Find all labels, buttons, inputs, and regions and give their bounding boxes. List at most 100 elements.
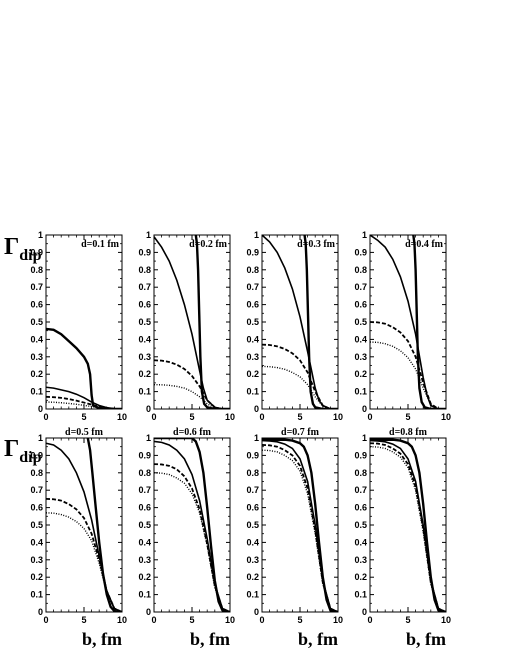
- y-tick-label: 0.1: [138, 590, 151, 600]
- series-line-solid: [154, 236, 230, 409]
- series-line-thick-solid: [154, 438, 230, 612]
- x-tick-label: 10: [117, 615, 127, 625]
- series-line-solid: [262, 235, 338, 409]
- y-tick-label: 1: [362, 230, 367, 240]
- y-tick-label: 0.9: [246, 450, 259, 460]
- plot-frame: [153, 437, 231, 613]
- x-tick-label: 10: [117, 412, 127, 422]
- y-tick-label: 0.5: [354, 520, 367, 530]
- y-tick-label: 0.6: [30, 503, 43, 513]
- series-line-dotted: [46, 401, 122, 409]
- panel-title: d=0.5 fm: [65, 427, 104, 438]
- y-tick-label: 0.3: [30, 555, 43, 565]
- plot-frame: [369, 234, 447, 410]
- y-tick-label: 0.8: [246, 468, 259, 478]
- y-tick-label: 0.5: [30, 317, 43, 327]
- plot-frame: [261, 437, 339, 613]
- y-tick-label: 0.8: [30, 265, 43, 275]
- y-tick-label: 0.7: [354, 282, 367, 292]
- y-tick-label: 0.8: [246, 265, 259, 275]
- series-line-dashed: [262, 444, 338, 612]
- plot-frame: [45, 437, 123, 613]
- y-tick-label: 0.7: [246, 485, 259, 495]
- series-line-dashed: [154, 359, 230, 409]
- series-line-dotted: [262, 365, 338, 409]
- x-tick-label: 5: [81, 615, 86, 625]
- y-tick-label: 0.8: [354, 265, 367, 275]
- y-tick-label: 0.4: [30, 334, 43, 344]
- y-tick-label: 0.7: [30, 485, 43, 495]
- y-tick-label: 0.1: [354, 590, 367, 600]
- y-tick-label: 0.7: [138, 485, 151, 495]
- x-tick-label: 10: [441, 615, 451, 625]
- panel-title: d=0.8 fm: [389, 427, 428, 438]
- y-tick-label: 0.6: [138, 503, 151, 513]
- y-tick-label: 0.3: [138, 555, 151, 565]
- y-tick-label: 0.5: [246, 520, 259, 530]
- y-tick-label: 0.4: [30, 537, 43, 547]
- x-tick-label: 10: [333, 412, 343, 422]
- x-axis-label-col3: b, fm: [298, 629, 338, 649]
- x-axis-label-col4: b, fm: [406, 629, 446, 649]
- chart-panel-1: 00.10.20.30.40.50.60.70.80.910 5 10d=0.1 f…: [30, 230, 127, 422]
- y-tick-label: 0: [254, 404, 259, 414]
- y-axis-label-row2: Γdip: [4, 436, 42, 466]
- y-tick-label: 0.1: [138, 387, 151, 397]
- x-tick-label: 5: [405, 412, 410, 422]
- series-line-dotted: [154, 383, 230, 409]
- y-tick-label: 0: [38, 404, 43, 414]
- y-tick-label: 0.8: [30, 468, 43, 478]
- series-line-thick-solid: [46, 327, 122, 409]
- y-tick-label: 0.1: [246, 387, 259, 397]
- y-tick-label: 0.9: [138, 450, 151, 460]
- y-tick-label: 0.2: [30, 572, 43, 582]
- x-tick-label: 0: [259, 615, 264, 625]
- x-tick-label: 5: [189, 412, 194, 422]
- panel-title: d=0.3 fm: [297, 239, 336, 250]
- chart-panel-8: 00.10.20.30.40.50.60.70.80.910 5 10d=0.8 f…: [354, 427, 451, 625]
- x-tick-label: 5: [405, 615, 410, 625]
- y-tick-label: 0: [254, 607, 259, 617]
- y-axis-label-row1: Γdip: [4, 234, 42, 264]
- y-tick-label: 0.8: [138, 265, 151, 275]
- y-tick-label: 0.3: [138, 352, 151, 362]
- panel-title: d=0.6 fm: [173, 427, 212, 438]
- y-tick-label: 1: [38, 433, 43, 443]
- y-tick-label: 0.7: [246, 282, 259, 292]
- y-tick-label: 0.2: [354, 572, 367, 582]
- y-tick-label: 0.6: [246, 300, 259, 310]
- panel-title: d=0.2 fm: [189, 239, 228, 250]
- panel-title: d=0.1 fm: [81, 239, 120, 250]
- y-tick-label: 0.5: [354, 317, 367, 327]
- series-line-dashed: [370, 442, 446, 612]
- y-tick-label: 0.7: [354, 485, 367, 495]
- x-tick-label: 10: [441, 412, 451, 422]
- y-tick-label: 0.3: [246, 555, 259, 565]
- y-tick-label: 0.6: [246, 503, 259, 513]
- y-tick-label: 0.1: [30, 590, 43, 600]
- y-tick-label: 0.1: [354, 387, 367, 397]
- y-tick-label: 0.4: [138, 334, 151, 344]
- y-tick-label: 0.1: [246, 590, 259, 600]
- series-line-thick-solid: [370, 438, 446, 612]
- y-tick-label: 0.9: [30, 247, 43, 257]
- plot-frame: [261, 234, 339, 410]
- y-tick-label: 0: [362, 404, 367, 414]
- y-tick-label: 1: [362, 433, 367, 443]
- series-line-solid: [370, 439, 446, 612]
- series-line-thick-solid: [412, 235, 446, 409]
- y-tick-label: 0.8: [354, 468, 367, 478]
- x-tick-label: 5: [189, 615, 194, 625]
- x-tick-label: 10: [225, 412, 235, 422]
- y-tick-label: 1: [254, 433, 259, 443]
- y-tick-label: 0.2: [246, 572, 259, 582]
- x-tick-label: 10: [333, 615, 343, 625]
- y-tick-label: 0.3: [354, 555, 367, 565]
- chart-panel-7: 00.10.20.30.40.50.60.70.80.910 5 10d=0.7 f…: [246, 427, 343, 625]
- y-tick-label: 1: [146, 433, 151, 443]
- series-line-solid: [262, 439, 338, 612]
- x-tick-label: 0: [151, 412, 156, 422]
- y-tick-label: 1: [254, 230, 259, 240]
- y-tick-label: 0.5: [138, 520, 151, 530]
